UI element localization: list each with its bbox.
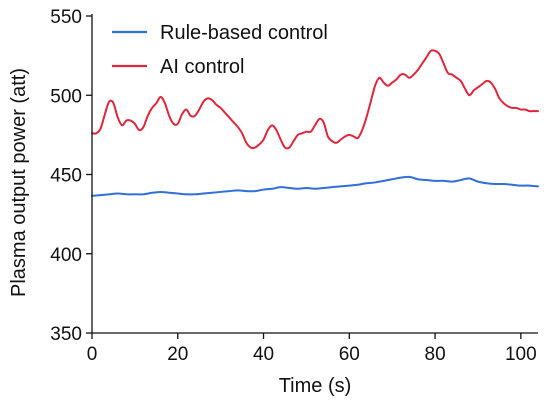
legend-label-1: AI control xyxy=(160,56,244,78)
y-axis-label: Plasma output power (att) xyxy=(8,68,30,297)
legend-label-0: Rule-based control xyxy=(160,22,328,44)
y-tick-label: 400 xyxy=(50,245,82,266)
y-tick-label: 550 xyxy=(50,7,82,28)
x-tick-label: 0 xyxy=(87,344,98,365)
x-tick-label: 80 xyxy=(425,344,446,365)
plot-lines xyxy=(91,49,539,197)
y-tick-label: 350 xyxy=(50,324,82,345)
x-tick-label: 20 xyxy=(167,344,188,365)
y-tick-label: 500 xyxy=(50,86,82,107)
x-tick-label: 60 xyxy=(339,344,360,365)
series-line-1 xyxy=(91,49,539,150)
x-axis-label: Time (s) xyxy=(279,375,352,397)
axes xyxy=(91,14,538,334)
y-tick-label: 450 xyxy=(50,166,82,187)
x-tick-label: 40 xyxy=(253,344,274,365)
x-axis-ticks: 0 20 40 60 80 100 xyxy=(87,333,537,365)
legend: Rule-based control AI control xyxy=(112,22,328,78)
y-axis-ticks: 350 400 450 500 550 xyxy=(50,7,92,345)
x-tick-label: 100 xyxy=(505,344,537,365)
series-line-0 xyxy=(91,175,539,197)
